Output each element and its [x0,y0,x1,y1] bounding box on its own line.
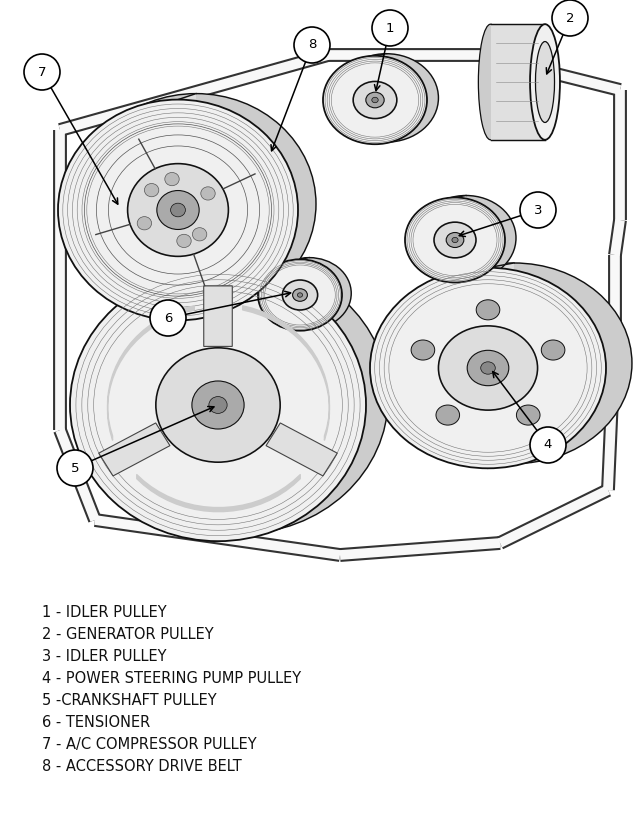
Ellipse shape [157,190,199,229]
Text: 6 - TENSIONER: 6 - TENSIONER [42,715,150,730]
Ellipse shape [58,99,298,320]
Ellipse shape [292,289,307,301]
Ellipse shape [411,340,435,360]
Ellipse shape [156,348,280,462]
Polygon shape [488,263,514,468]
Ellipse shape [193,227,207,241]
Ellipse shape [452,237,458,242]
Circle shape [294,27,330,63]
Ellipse shape [467,351,509,385]
Circle shape [530,427,566,463]
Ellipse shape [171,203,186,217]
Polygon shape [375,54,387,144]
Ellipse shape [145,184,159,197]
Circle shape [520,192,556,228]
Text: 4 - POWER STEERING PUMP PULLEY: 4 - POWER STEERING PUMP PULLEY [42,671,301,686]
Ellipse shape [405,198,505,283]
Ellipse shape [192,381,244,429]
Text: 1: 1 [386,22,394,35]
Ellipse shape [366,92,384,108]
Text: 3: 3 [534,203,542,217]
Ellipse shape [530,24,560,140]
Ellipse shape [481,361,495,374]
Circle shape [372,10,408,46]
Ellipse shape [438,326,538,410]
Ellipse shape [137,217,152,230]
Polygon shape [235,255,330,315]
Polygon shape [178,93,196,320]
Polygon shape [99,423,170,476]
Text: 2 - GENERATOR PULLEY: 2 - GENERATOR PULLEY [42,627,214,642]
Polygon shape [455,195,466,283]
Ellipse shape [70,269,366,541]
Text: 8: 8 [308,39,316,51]
Ellipse shape [372,98,378,103]
Polygon shape [204,286,232,347]
Ellipse shape [298,293,303,297]
Text: 1 - IDLER PULLEY: 1 - IDLER PULLEY [42,605,166,620]
Ellipse shape [416,195,516,280]
Text: 7 - A/C COMPRESSOR PULLEY: 7 - A/C COMPRESSOR PULLEY [42,737,257,752]
Ellipse shape [436,405,460,425]
Ellipse shape [92,261,388,533]
Circle shape [150,300,186,336]
Ellipse shape [293,289,307,301]
Ellipse shape [209,397,227,414]
Text: 8 - ACCESSORY DRIVE BELT: 8 - ACCESSORY DRIVE BELT [42,759,242,774]
Text: 2: 2 [566,12,574,25]
Text: 4: 4 [544,438,552,452]
Text: 3 - IDLER PULLEY: 3 - IDLER PULLEY [42,649,166,664]
Polygon shape [218,261,240,541]
Polygon shape [491,24,545,140]
Ellipse shape [446,232,464,247]
Ellipse shape [478,24,503,140]
Ellipse shape [282,280,317,310]
Ellipse shape [165,173,179,186]
Circle shape [57,450,93,486]
Ellipse shape [323,55,427,144]
Polygon shape [300,258,309,331]
Text: 5 -CRANKSHAFT PULLEY: 5 -CRANKSHAFT PULLEY [42,693,216,708]
Ellipse shape [353,81,397,118]
Text: 7: 7 [38,65,46,79]
Ellipse shape [476,300,500,320]
Ellipse shape [76,93,316,314]
Ellipse shape [201,187,215,200]
Ellipse shape [177,234,191,247]
Polygon shape [266,423,337,476]
Circle shape [24,54,60,90]
Ellipse shape [516,405,540,425]
Text: 5: 5 [71,461,79,475]
Ellipse shape [268,258,351,329]
Text: 6: 6 [164,312,172,324]
Ellipse shape [434,222,476,258]
Ellipse shape [258,260,342,331]
Ellipse shape [396,263,632,464]
Ellipse shape [536,41,554,122]
Circle shape [552,0,588,36]
Ellipse shape [335,54,438,142]
Ellipse shape [127,164,228,256]
Ellipse shape [370,268,606,468]
Ellipse shape [541,340,565,360]
